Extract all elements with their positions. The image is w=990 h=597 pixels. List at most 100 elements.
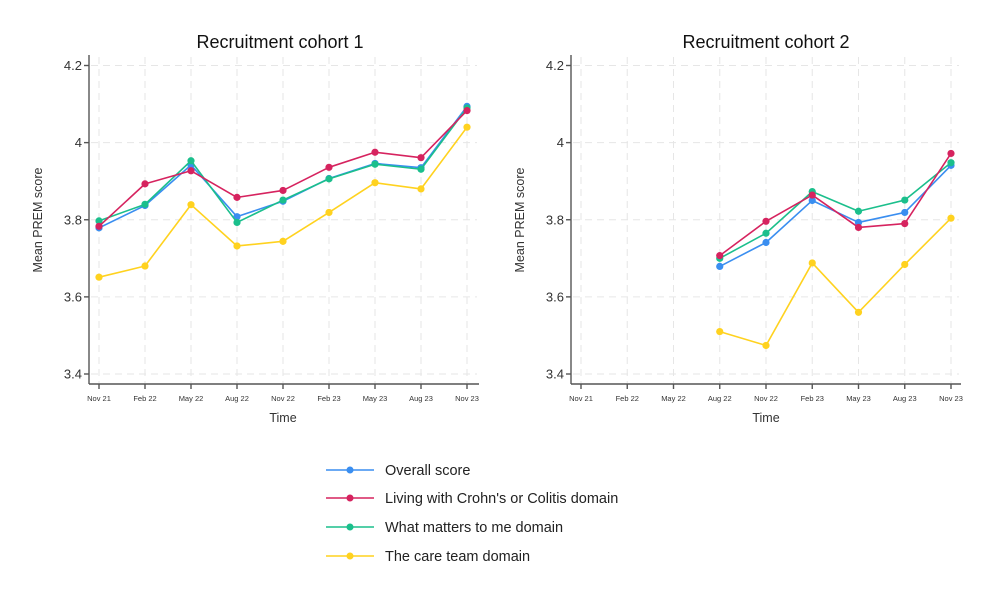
data-point [947,149,955,158]
data-point [762,341,770,350]
data-point [141,200,149,208]
data-point [808,259,816,267]
data-point [463,123,471,131]
legend-swatch-marker [346,466,354,474]
data-point [279,237,287,245]
legend-label: Overall score [385,463,470,479]
data-point [187,167,195,175]
data-point [141,180,149,188]
y-tick-label: 3.8 [546,212,564,227]
data-point [716,252,724,260]
data-point [716,327,724,336]
x-tick-label: Feb 22 [133,394,156,403]
x-tick-label: Nov 23 [455,394,479,403]
series-the-care-team-domain [716,214,955,350]
y-tick-label: 4 [75,135,82,150]
series-overall-score [716,161,955,271]
legend-item: What matters to me domain [326,520,563,536]
panel-cohort-2: Recruitment cohort 2 3.4 3.6 3.8 4 4.2 Nov 2… [513,32,963,425]
data-point [463,107,471,115]
x-tick-label: Aug 22 [708,394,732,403]
legend: Overall score Living with Crohn's or Col… [326,463,618,565]
data-point [762,229,770,237]
x-tick-label: May 23 [846,394,871,403]
x-tick-label: Aug 22 [225,394,249,403]
data-point [417,185,425,193]
y-tick-label: 3.4 [64,367,82,382]
y-tick-label: 3.4 [546,367,564,382]
data-point [371,160,379,168]
x-tick-label: Nov 21 [87,394,111,403]
series-the-care-team-domain [95,123,471,281]
data-point [325,163,333,171]
panel-title: Recruitment cohort 1 [196,32,363,52]
x-tick-label: Aug 23 [409,394,433,403]
data-point [371,148,379,156]
legend-label: What matters to me domain [385,520,563,536]
data-point [901,260,909,269]
data-point [808,196,816,205]
data-point [95,217,103,225]
y-tick-label: 4.2 [546,58,564,73]
x-tick-label: May 23 [363,394,388,403]
y-axis-title: Mean PREM score [513,168,527,273]
data-point [141,262,149,270]
data-point [901,196,909,204]
data-point [279,196,287,204]
data-point [417,154,425,162]
data-point [947,214,955,222]
x-tick-label: Aug 23 [893,394,917,403]
series-line [719,152,952,257]
legend-item: Overall score [326,463,470,479]
data-point [233,213,241,221]
x-axis-title: Time [752,411,779,425]
y-axis-title: Mean PREM score [31,168,45,273]
x-tick-label: Nov 21 [569,394,593,403]
series-living-with-crohn-s-or-colitis-domain [716,149,955,260]
data-point [901,208,909,217]
series-line [719,164,952,268]
series-what-matters-to-me-domain [95,104,471,227]
data-point [325,208,333,217]
legend-swatch-marker [346,552,354,560]
data-point [716,262,724,271]
x-tick-label: May 22 [179,394,204,403]
data-point [233,193,241,201]
x-tick-label: Nov 22 [271,394,295,403]
x-tick-label: May 22 [661,394,686,403]
data-point [187,157,195,165]
panel-cohort-1: Recruitment cohort 1 3.4 3.6 3.8 4 4.2 Nov 2… [31,32,479,425]
x-tick-label: Feb 22 [616,394,639,403]
data-point [854,207,863,215]
data-point [808,191,816,199]
data-point [325,175,333,183]
x-tick-label: Feb 23 [801,394,824,403]
series-living-with-crohn-s-or-colitis-domain [95,107,471,230]
data-point [762,238,770,247]
y-tick-label: 3.8 [64,212,82,227]
legend-swatch-marker [346,494,354,502]
x-tick-label: Nov 23 [939,394,963,403]
y-tick-label: 4.2 [64,58,82,73]
data-point [947,159,955,167]
y-tick-label: 3.6 [546,289,564,304]
x-axis-title: Time [269,411,296,425]
x-tick-label: Nov 22 [754,394,778,403]
series-line [719,162,952,260]
data-point [233,242,241,250]
x-tick-label: Feb 23 [317,394,340,403]
data-point [233,218,241,227]
data-point [187,201,195,209]
data-point [95,222,103,230]
series-line [719,217,952,347]
data-point [417,165,425,173]
data-point [762,217,770,225]
data-point [95,273,103,281]
y-tick-label: 4 [557,135,564,150]
panel-title: Recruitment cohort 2 [682,32,849,52]
data-point [854,218,863,227]
data-point [854,308,863,316]
legend-swatch-marker [346,523,354,531]
data-point [371,179,379,187]
